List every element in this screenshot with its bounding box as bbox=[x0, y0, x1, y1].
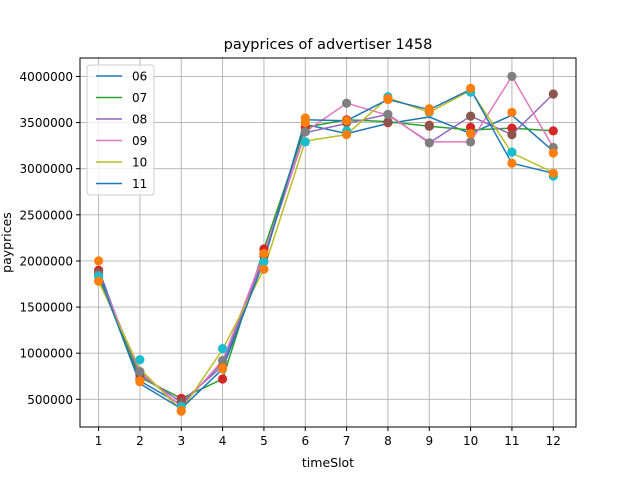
y-tick-label: 500000 bbox=[27, 393, 73, 407]
x-tick-label: 9 bbox=[425, 434, 433, 448]
data-point bbox=[383, 109, 393, 119]
data-point bbox=[259, 257, 269, 267]
data-point bbox=[342, 98, 352, 108]
data-point bbox=[507, 147, 517, 157]
x-tick-label: 6 bbox=[301, 434, 309, 448]
legend-entries: 06 07 08 09 10 11 bbox=[96, 70, 147, 191]
data-point bbox=[135, 367, 145, 377]
data-point bbox=[548, 89, 558, 99]
x-tick-label: 7 bbox=[343, 434, 351, 448]
data-point bbox=[548, 168, 558, 178]
legend-label-11: 11 bbox=[132, 177, 147, 191]
data-point bbox=[507, 107, 517, 117]
y-tick-label: 1000000 bbox=[20, 347, 73, 361]
data-point bbox=[383, 94, 393, 104]
y-tick-label: 3000000 bbox=[20, 162, 73, 176]
x-tick-label: 2 bbox=[136, 434, 144, 448]
data-point bbox=[424, 121, 434, 131]
data-point bbox=[424, 106, 434, 117]
series-line-08 bbox=[97, 93, 554, 403]
legend: 06 07 08 09 10 11 bbox=[86, 64, 155, 196]
data-point bbox=[466, 111, 476, 121]
data-point bbox=[94, 256, 104, 266]
legend-label-08: 08 bbox=[132, 113, 147, 127]
x-tick-label: 10 bbox=[463, 434, 478, 448]
data-point bbox=[424, 138, 434, 148]
y-tick-label: 2000000 bbox=[20, 254, 73, 268]
x-tick-label: 3 bbox=[177, 434, 185, 448]
y-tick-label: 3500000 bbox=[20, 116, 73, 130]
data-point bbox=[259, 264, 269, 274]
data-point bbox=[218, 356, 228, 366]
y-tick-label: 4000000 bbox=[20, 70, 73, 84]
data-point bbox=[383, 117, 393, 127]
data-point bbox=[300, 137, 310, 147]
legend-label-09: 09 bbox=[132, 134, 147, 148]
data-point bbox=[259, 249, 269, 259]
data-point bbox=[548, 148, 558, 158]
y-axis-ticks: 500000 1000000 1500000 2000000 2500000 300000… bbox=[20, 70, 80, 407]
x-tick-label: 1 bbox=[95, 434, 103, 448]
data-point bbox=[466, 83, 476, 93]
y-tick-label: 1500000 bbox=[20, 301, 73, 315]
data-point bbox=[135, 355, 145, 365]
data-point bbox=[466, 137, 476, 147]
data-point bbox=[176, 405, 186, 415]
x-axis-ticks: 1 2 3 4 5 6 7 8 9 10 11 12 bbox=[95, 427, 561, 448]
y-tick-label: 2500000 bbox=[20, 208, 73, 222]
series-line-11 bbox=[97, 88, 554, 410]
data-point bbox=[218, 363, 228, 373]
legend-label-06: 06 bbox=[132, 70, 147, 84]
data-point bbox=[507, 123, 517, 133]
legend-label-10: 10 bbox=[132, 156, 147, 170]
data-point bbox=[466, 129, 476, 139]
plot-frame bbox=[79, 57, 577, 428]
data-point bbox=[342, 130, 352, 140]
x-tick-label: 8 bbox=[384, 434, 392, 448]
data-point bbox=[548, 126, 558, 136]
x-axis-label: timeSlot bbox=[302, 455, 354, 470]
x-tick-label: 12 bbox=[546, 434, 561, 448]
data-point bbox=[300, 118, 310, 128]
series-line-09 bbox=[97, 75, 554, 408]
data-point bbox=[507, 130, 517, 140]
data-point bbox=[300, 127, 310, 137]
x-tick-label: 5 bbox=[260, 434, 268, 448]
legend-label-07: 07 bbox=[132, 91, 147, 105]
chart-title: payprices of advertiser 1458 bbox=[224, 37, 433, 53]
x-tick-label: 11 bbox=[504, 434, 519, 448]
x-tick-label: 4 bbox=[219, 434, 227, 448]
data-point bbox=[135, 376, 145, 386]
legend-box bbox=[86, 64, 155, 196]
y-axis-label: payprices bbox=[0, 212, 14, 273]
data-point bbox=[94, 276, 104, 286]
data-point bbox=[507, 158, 517, 168]
data-point bbox=[218, 374, 228, 384]
data-markers bbox=[94, 71, 558, 416]
data-point bbox=[507, 71, 517, 81]
series-lines bbox=[97, 75, 554, 412]
data-point bbox=[342, 116, 352, 126]
data-point bbox=[466, 122, 476, 132]
data-point bbox=[218, 344, 228, 354]
